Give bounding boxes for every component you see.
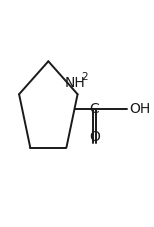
Text: NH: NH: [65, 76, 86, 90]
Text: OH: OH: [130, 102, 151, 116]
Text: C: C: [90, 102, 99, 116]
Text: 2: 2: [82, 72, 88, 82]
Text: O: O: [89, 130, 100, 144]
